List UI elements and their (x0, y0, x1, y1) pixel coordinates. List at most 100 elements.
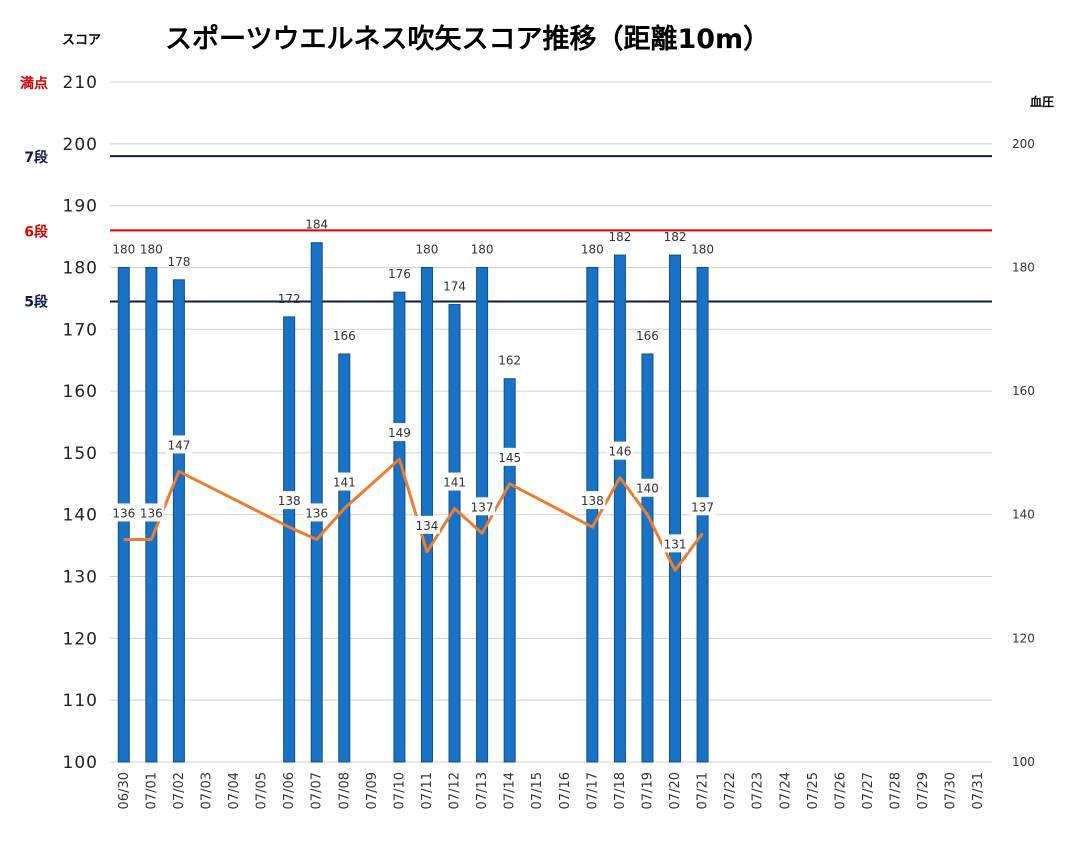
line-label-bg (413, 515, 440, 534)
x-tick-label: 07/27 (861, 772, 876, 809)
x-tick-label: 07/25 (806, 772, 821, 809)
bar-label: 180 (112, 242, 135, 256)
right-tick-label: 200 (1012, 137, 1035, 151)
bar-label: 172 (278, 292, 301, 306)
line-label-bg (165, 435, 192, 454)
bar (641, 353, 654, 763)
line-label-bg (276, 491, 303, 510)
line-segment (123, 457, 704, 572)
line-label-bg (303, 503, 330, 522)
x-tick-label: 07/03 (199, 772, 214, 809)
bar-label: 166 (636, 329, 659, 343)
bar-label: 174 (443, 280, 466, 294)
line-label: 134 (416, 519, 439, 533)
bar (586, 266, 599, 763)
bar (613, 254, 626, 763)
right-tick-label: 120 (1012, 631, 1035, 645)
reference-label: 7段 (24, 149, 48, 166)
blood-pressure-line (123, 457, 704, 572)
line-label-bg (331, 472, 358, 491)
line-label-bg (386, 423, 413, 442)
bar (420, 266, 433, 763)
bar-label: 166 (333, 329, 356, 343)
line-label: 146 (608, 445, 631, 459)
line-value-labels: 136 136 147 138 136 141 149 134 141 137 145 138 146 1… (110, 423, 716, 553)
left-tick-label: 180 (63, 258, 98, 278)
x-tick-label: 07/19 (640, 772, 655, 809)
line-label: 136 (305, 506, 328, 520)
bar-value-labels: 180 180 178 172 184 166 176 180 174 180 162 180 182 1… (112, 218, 714, 368)
y2-axis-label: 血圧 (1030, 94, 1054, 109)
left-tick-label: 150 (63, 444, 98, 464)
right-tick-labels: 100 120 140 160 180 200 (1012, 137, 1035, 769)
bar (172, 279, 185, 763)
line-label: 141 (443, 476, 466, 490)
bar-label: 178 (167, 255, 190, 269)
left-tick-labels: 100 110 120 130 140 150 160 170 180 190 200 210 (63, 73, 98, 773)
x-tick-label: 07/18 (613, 772, 628, 809)
x-tick-label: 07/06 (282, 772, 297, 809)
bar (283, 316, 296, 763)
x-tick-label: 07/30 (944, 772, 959, 809)
x-tick-label: 07/05 (255, 772, 270, 809)
bar-label: 182 (664, 230, 687, 244)
bar-label: 180 (581, 242, 604, 256)
x-tick-label: 07/02 (172, 772, 187, 809)
bar (448, 304, 461, 763)
left-tick-label: 110 (63, 691, 98, 711)
bar (503, 378, 516, 763)
line-label-bg (662, 534, 689, 553)
left-tick-label: 170 (63, 320, 98, 340)
right-tick-label: 100 (1012, 755, 1035, 769)
line-label-bg (496, 447, 523, 466)
left-tick-label: 100 (63, 753, 98, 773)
bar (310, 242, 323, 763)
chart-title: スポーツウエルネス吹矢スコア推移（距離10m） (165, 23, 770, 55)
x-tick-label: 07/08 (337, 772, 352, 809)
left-tick-label: 200 (63, 135, 98, 155)
reference-lines: 満点 7段 6段 5段 (20, 75, 992, 310)
x-tick-label: 07/10 (392, 772, 407, 809)
x-tick-label: 07/31 (971, 772, 986, 809)
x-tick-label: 07/09 (365, 772, 380, 809)
bar-label: 176 (388, 267, 411, 281)
line-label: 138 (581, 494, 604, 508)
line-label: 140 (636, 482, 659, 496)
line-label: 136 (140, 506, 163, 520)
x-tick-label: 07/13 (475, 772, 490, 809)
x-tick-label: 07/29 (916, 772, 931, 809)
reference-label: 5段 (24, 293, 48, 310)
x-tick-label: 07/16 (558, 772, 573, 809)
x-tick-label: 07/23 (751, 772, 766, 809)
line-label-bg (689, 497, 716, 516)
bar-label: 180 (691, 242, 714, 256)
gridlines (110, 81, 992, 763)
left-tick-label: 140 (63, 506, 98, 526)
x-tick-label: 06/30 (117, 772, 132, 809)
line-label-bg (579, 491, 606, 510)
line-label: 147 (167, 438, 190, 452)
x-tick-label: 07/24 (778, 772, 793, 809)
x-tick-label: 07/17 (585, 772, 600, 809)
x-tick-label: 07/21 (696, 772, 711, 809)
x-tick-label: 07/22 (723, 772, 738, 809)
bar-label: 162 (498, 354, 521, 368)
right-tick-label: 160 (1012, 384, 1035, 398)
line-label: 138 (278, 494, 301, 508)
bar-label: 184 (305, 218, 328, 232)
y-axis-label: スコア (62, 33, 101, 48)
left-tick-label: 130 (63, 568, 98, 588)
reference-label: 満点 (20, 75, 48, 92)
line-label: 141 (333, 476, 356, 490)
line-label-bg (441, 472, 468, 491)
left-tick-label: 160 (63, 382, 98, 402)
x-tick-label: 07/20 (668, 772, 683, 809)
x-tick-label: 07/26 (833, 772, 848, 809)
line-label: 131 (664, 537, 687, 551)
x-tick-label: 07/14 (503, 772, 518, 809)
bar (393, 291, 406, 763)
line-label-bg (469, 497, 496, 516)
reference-label: 6段 (24, 223, 48, 240)
line-label: 145 (498, 451, 521, 465)
